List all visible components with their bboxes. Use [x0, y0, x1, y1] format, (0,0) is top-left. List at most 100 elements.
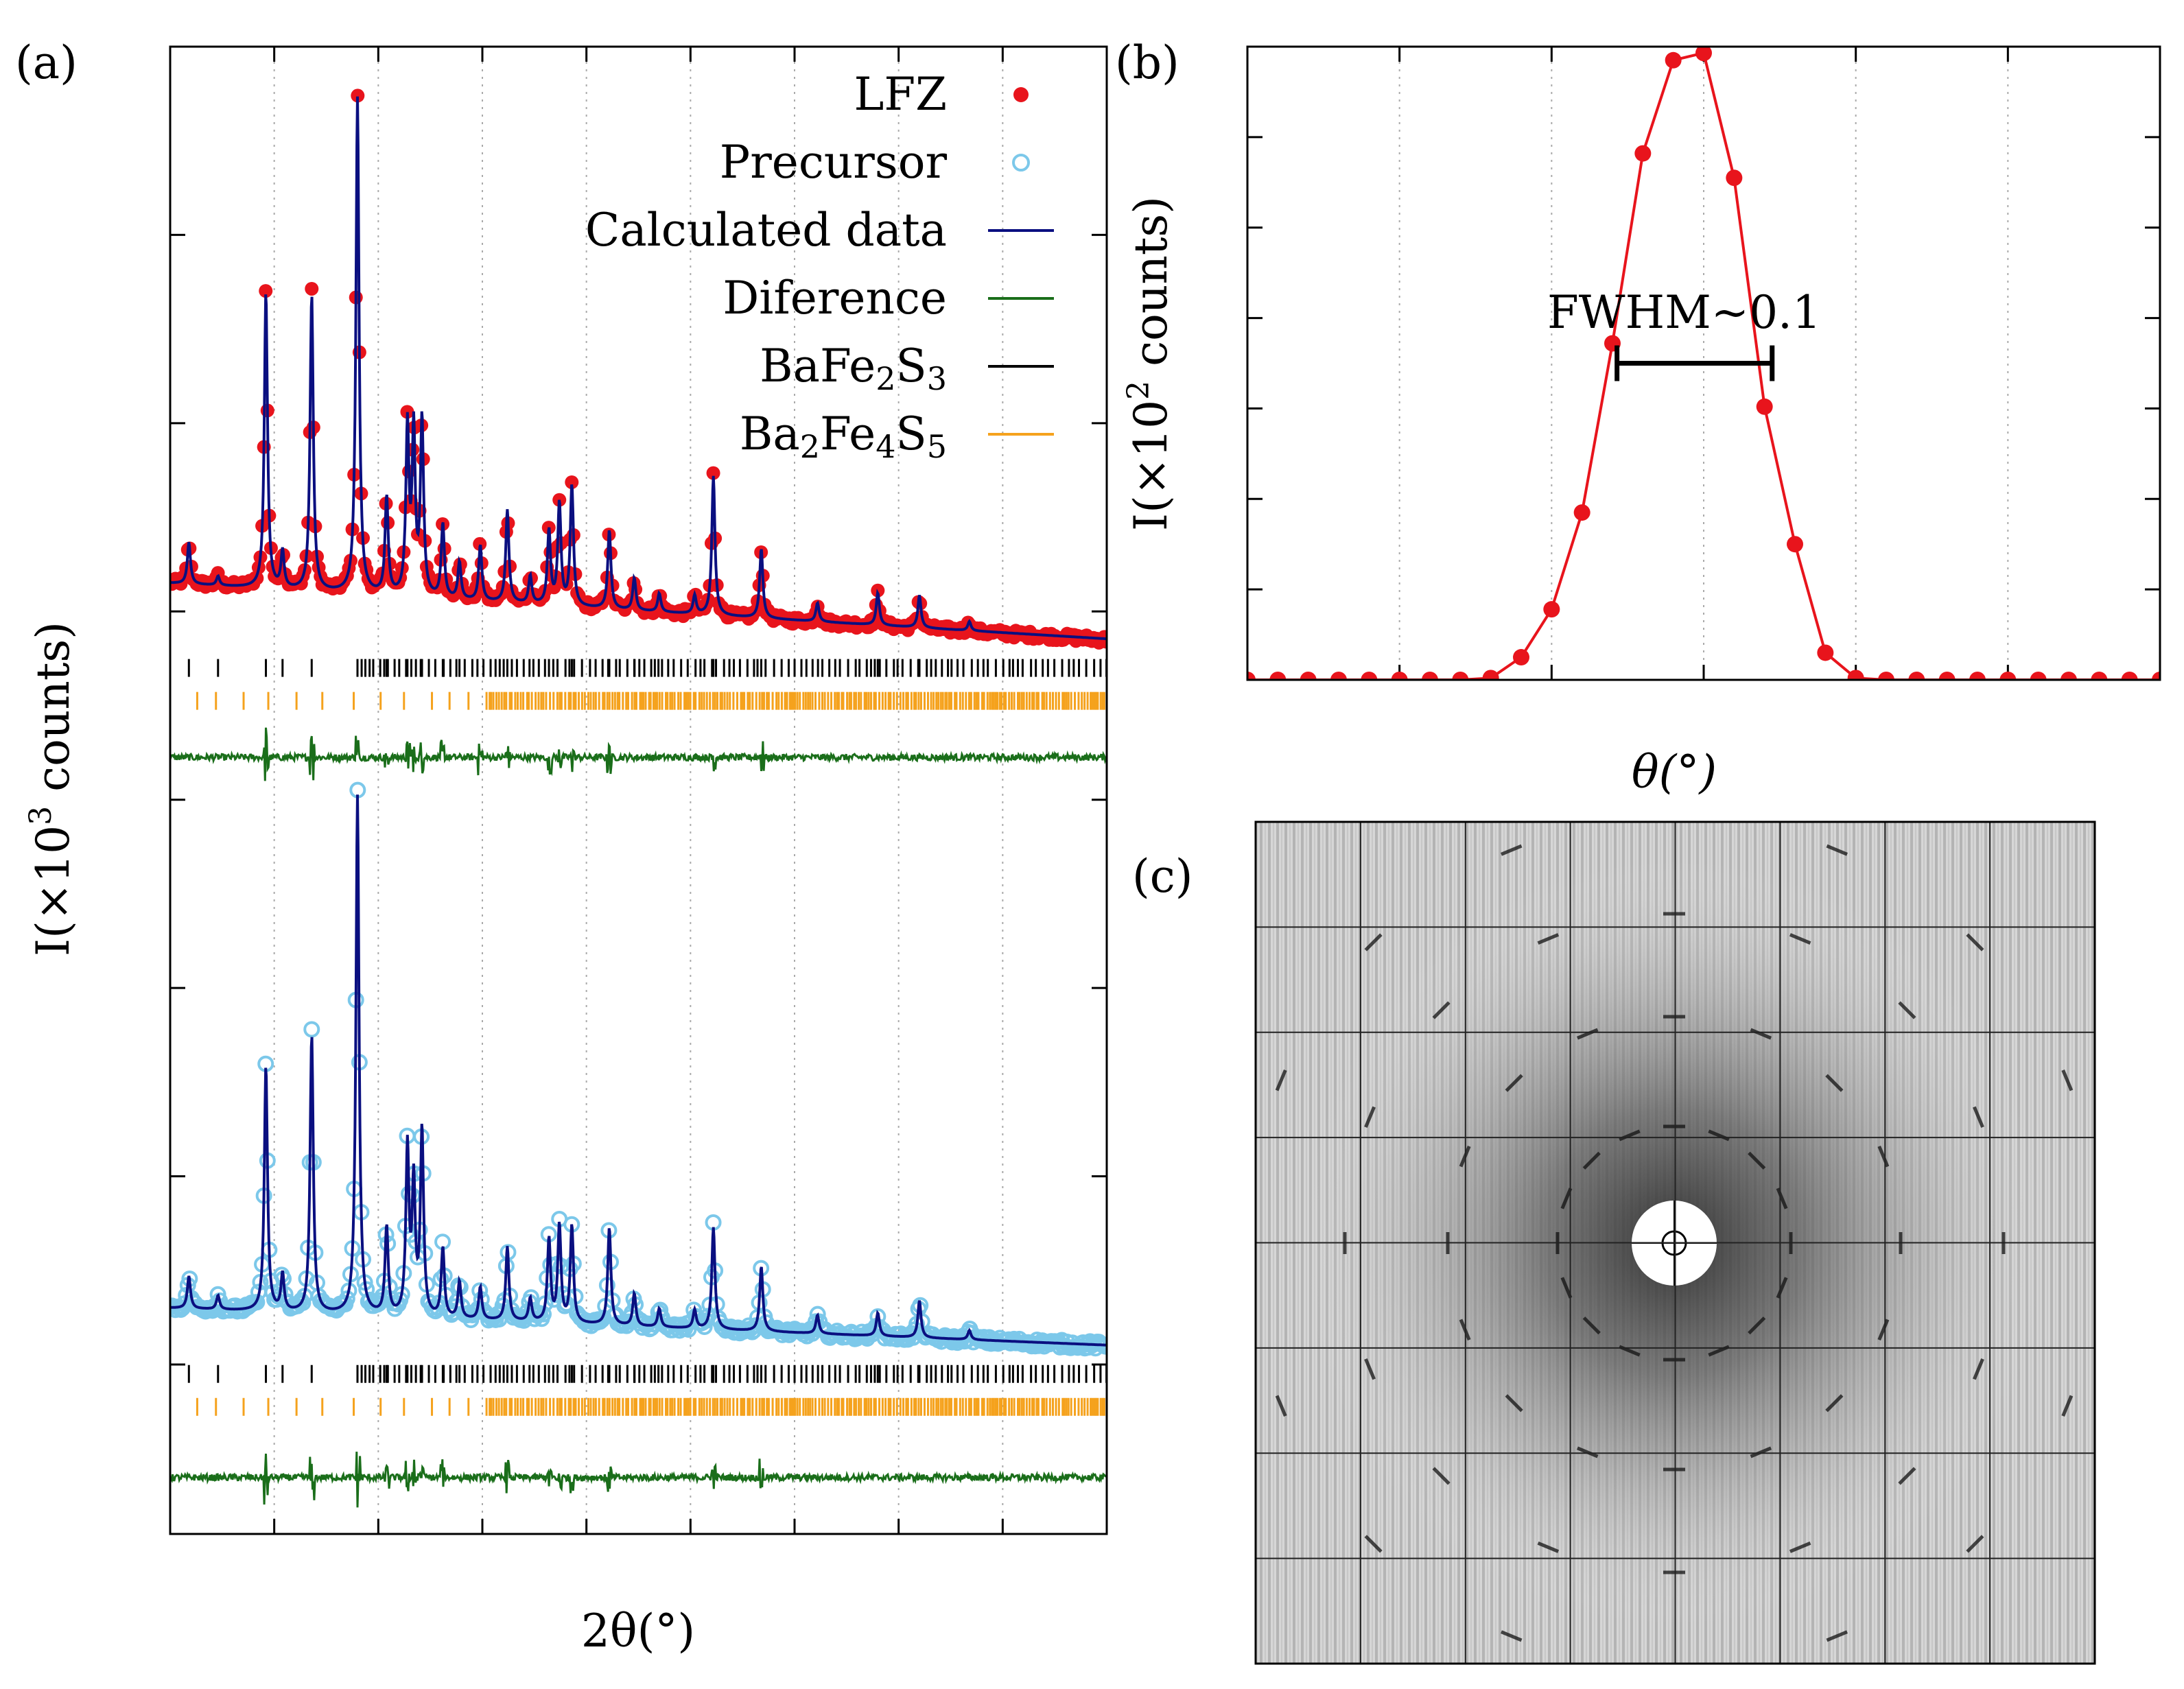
diffraction-spot	[1825, 1074, 1844, 1092]
lfz-theta-point	[1422, 672, 1438, 680]
lfz-data-point	[351, 88, 365, 103]
lfz-theta-point	[1361, 672, 1378, 680]
precursor-difference-line	[170, 1452, 1107, 1508]
diffraction-spot	[1966, 1535, 1984, 1553]
panel-a-x-axis-label: 2θ(°)	[581, 1605, 695, 1657]
panel-a-label: (a)	[15, 36, 78, 89]
diffraction-spot	[2061, 1395, 2074, 1417]
panel-a: (a) 2θ(°) I(×103 counts) LFZ Precursor Cal…	[15, 36, 1108, 1657]
legend-label-part: S	[896, 340, 927, 392]
legend-label-4: BaFe2S3	[760, 340, 947, 397]
diffraction-spot	[1825, 1394, 1844, 1413]
legend-label-part: 4	[876, 428, 895, 465]
fwhm-annotation-text: FWHM~0.1	[1547, 286, 1821, 339]
diffraction-spot	[1275, 1395, 1287, 1417]
legend-marker-0	[1013, 87, 1029, 102]
legend-label-part: 2	[876, 360, 895, 397]
lfz-theta-point	[1938, 672, 1956, 680]
diffraction-spot	[1966, 933, 1984, 952]
lfz-theta-point	[1999, 672, 2017, 680]
precursor-data-point	[303, 1021, 320, 1038]
panel-b-plot-area	[1247, 47, 2160, 680]
panel-b: (b) θ(°) I(×102 counts) FWHM~0.1	[1115, 36, 2161, 799]
lfz-ba2fe4s5-bragg-ticks	[196, 692, 1105, 710]
diffraction-spot	[1560, 1277, 1573, 1299]
panel-b-y-axis-label: I(×102 counts)	[1121, 196, 1177, 531]
lfz-bafe2s3-bragg-ticks	[187, 659, 1107, 677]
diffraction-spot	[1576, 1028, 1599, 1040]
lfz-theta-point	[1969, 672, 1986, 680]
lfz-theta-point	[1878, 672, 1894, 680]
lfz-difference-line	[170, 727, 1107, 781]
diffraction-spot	[1789, 933, 1811, 945]
lfz-calculated-line	[170, 96, 1107, 641]
lfz-theta-point	[1513, 649, 1529, 666]
panel-b-x-axis-label: θ(°)	[1632, 746, 1717, 799]
lfz-theta-point	[1787, 536, 1803, 553]
lfz-theta-point	[1634, 145, 1652, 162]
lfz-data-point	[547, 580, 561, 595]
panel-b-frame	[1246, 45, 2161, 681]
diffraction-spot	[1973, 1358, 1984, 1380]
lfz-theta-point	[1695, 47, 1712, 62]
diffraction-spot	[1973, 1106, 1984, 1129]
lfz-theta-point	[1247, 672, 1256, 680]
legend-label-2: Calculated data	[585, 204, 947, 257]
diffraction-spot	[1748, 1316, 1766, 1335]
diffraction-spot	[1748, 1151, 1766, 1170]
diffraction-spot	[1364, 1106, 1376, 1129]
diffraction-spot	[1537, 1542, 1560, 1553]
precursor-data-point	[248, 1294, 266, 1311]
lfz-data-point	[473, 536, 487, 551]
diffraction-grid	[1256, 822, 2095, 1664]
legend-label-0: LFZ	[854, 68, 947, 121]
diffraction-spot	[1898, 1467, 1916, 1485]
diffraction-spot	[1582, 1151, 1601, 1170]
diffraction-spot	[1776, 1277, 1788, 1299]
lfz-data-point	[259, 284, 273, 298]
panel-a-plot-area	[170, 88, 1107, 1508]
lfz-data-point	[871, 583, 885, 598]
legend-label-part: BaFe	[760, 340, 876, 392]
diffraction-spot	[1275, 1069, 1287, 1091]
lfz-data-point	[565, 475, 579, 489]
lfz-theta-point	[2091, 672, 2108, 680]
lfz-data-point	[706, 466, 720, 480]
diffraction-spot	[1560, 1188, 1573, 1209]
lfz-theta-point	[1756, 398, 1773, 415]
precursor-ba2fe4s5-bragg-ticks	[196, 1397, 1105, 1416]
lfz-theta-point	[2060, 672, 2077, 680]
diffraction-spot	[1364, 1358, 1376, 1380]
diffraction-spot	[1432, 1467, 1451, 1485]
diffraction-spot	[1537, 933, 1560, 945]
diffraction-spot	[1432, 1001, 1451, 1019]
diffraction-spot	[1500, 844, 1523, 856]
legend-label-1: Precursor	[720, 136, 948, 189]
diffraction-spot	[1789, 1542, 1811, 1553]
diffraction-spot	[1877, 1145, 1890, 1168]
legend-label-part: S	[896, 408, 927, 460]
precursor-calculated-line	[170, 794, 1107, 1347]
diffraction-spot	[2061, 1069, 2074, 1091]
lfz-theta-point	[1543, 601, 1560, 618]
panel-c: (c)	[1132, 820, 2096, 1665]
diffraction-spot	[1826, 844, 1848, 856]
legend-label-part: 2	[800, 428, 820, 465]
lfz-theta-point	[1573, 504, 1590, 521]
legend-label-part: 5	[927, 428, 947, 465]
panel-a-y-axis-label: I(×103 counts)	[23, 622, 80, 956]
lfz-theta-point	[1482, 670, 1499, 680]
lfz-theta-point	[1330, 672, 1347, 680]
legend-label-part: 3	[927, 360, 947, 397]
diffraction-spot	[1505, 1394, 1523, 1413]
panel-a-frame	[169, 45, 1108, 1535]
panel-c-label: (c)	[1132, 850, 1193, 903]
precursor-observed-points	[170, 781, 1107, 1357]
panel-b-label: (b)	[1115, 36, 1179, 89]
diffraction-spot	[1898, 1001, 1916, 1019]
legend-marker-1	[1012, 154, 1030, 172]
diffraction-spot	[1750, 1028, 1772, 1040]
diffraction-spot	[1582, 1316, 1601, 1335]
diffraction-image	[1256, 822, 2095, 1664]
